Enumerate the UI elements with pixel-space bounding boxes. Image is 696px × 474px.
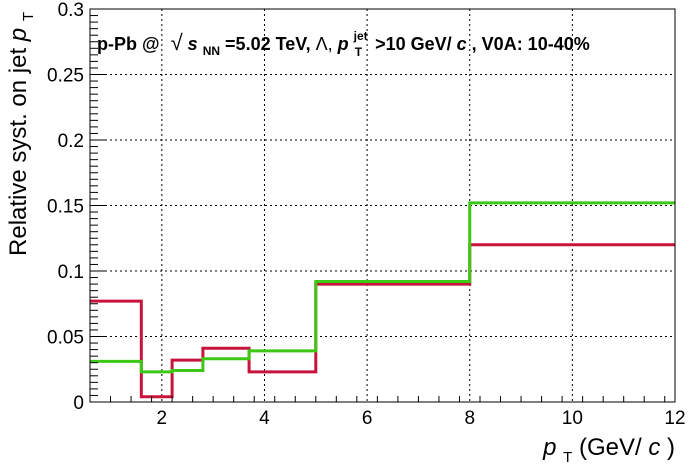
y-axis-title-sub: T (20, 12, 37, 21)
annotation-particle: Λ, (316, 34, 338, 54)
x-axis-title-units-open: (GeV/ (579, 434, 642, 461)
annotation-pt: p (337, 34, 349, 54)
y-axis-title-text: Relative syst. on jet (5, 41, 32, 256)
y-tick-label: 0.1 (58, 262, 84, 283)
y-tick-label: 0.25 (47, 66, 84, 87)
x-tick-label: 8 (464, 408, 475, 429)
annotation-energy: =5.02 TeV, (225, 34, 316, 54)
x-axis-title-units-c: c (648, 434, 660, 461)
x-tick-label: 12 (664, 408, 685, 429)
series-layer (90, 201, 675, 399)
y-tick-label: 0.3 (58, 0, 84, 21)
y-axis-title-var: p (5, 28, 32, 42)
x-tick-label: 6 (362, 408, 373, 429)
x-axis-title-sub: T (563, 449, 572, 466)
annotation-system: p-Pb @ (97, 34, 160, 54)
annotation-sqrt: √ (171, 30, 184, 55)
annotation-pt-sub: T (355, 45, 363, 59)
y-tick-label: 0.2 (58, 131, 84, 152)
y-tick-label: 0.05 (47, 328, 84, 349)
x-tick-label: 2 (157, 408, 168, 429)
series-line-1 (90, 243, 675, 399)
y-axis-title: Relative syst. on jet p T (5, 12, 37, 256)
annotation-threshold: >10 GeV/ (375, 34, 452, 54)
x-axis-title-var: p (542, 434, 556, 461)
annotation-centrality: , V0A: 10-40% (472, 34, 590, 54)
ticks (90, 8, 666, 403)
x-tick-label: 10 (562, 408, 583, 429)
annotation-s: s (188, 34, 198, 54)
x-axis-title-units-close: ) (667, 434, 675, 461)
tick-labels: 2 4 6 8 10 12 0 0.05 0.1 0.15 0.2 0.25 0.3 (47, 0, 686, 429)
x-axis-title: p T (GeV/ c ) (542, 434, 675, 468)
annotation-c: c (457, 34, 467, 54)
chart-annotation: p-Pb @ √ s NN =5.02 TeV, Λ, p jet T >10 … (97, 24, 590, 60)
series-line-2 (90, 201, 675, 374)
x-tick-label: 4 (259, 408, 270, 429)
y-tick-label: 0 (73, 393, 84, 414)
y-tick-label: 0.15 (47, 197, 84, 218)
annotation-s-sub: NN (203, 44, 220, 58)
annotation-pt-sup: jet (353, 29, 368, 43)
